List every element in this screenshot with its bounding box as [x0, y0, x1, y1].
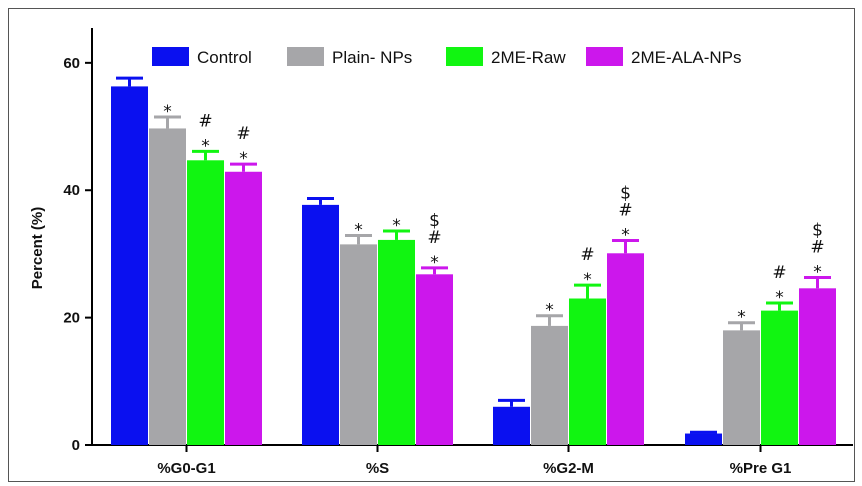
- legend-label: 2ME-ALA-NPs: [631, 48, 742, 67]
- bar: [607, 253, 644, 445]
- significance-marker: *: [545, 301, 554, 321]
- y-tick-label: 0: [72, 437, 80, 454]
- significance-marker: *: [813, 262, 822, 282]
- x-tick-label: %G0-G1: [157, 460, 215, 477]
- significance-marker: *: [737, 308, 746, 328]
- significance-marker: #: [198, 111, 212, 131]
- bar: [685, 433, 722, 445]
- significance-marker: *: [163, 102, 172, 122]
- legend-label: 2ME-Raw: [491, 48, 566, 67]
- y-tick-label: 20: [63, 310, 80, 327]
- significance-marker: #: [236, 124, 250, 144]
- x-tick-label: %S: [366, 460, 389, 477]
- significance-marker: *: [392, 216, 401, 236]
- significance-marker: #: [772, 263, 786, 283]
- bar: [761, 310, 798, 445]
- significance-marker: $: [429, 211, 440, 231]
- bar: [378, 239, 415, 445]
- legend-swatch: [287, 47, 324, 66]
- significance-marker: *: [201, 136, 210, 156]
- bar: [302, 204, 339, 445]
- bar: [569, 298, 606, 445]
- significance-marker: *: [430, 253, 439, 273]
- significance-marker: *: [354, 220, 363, 240]
- significance-marker: #: [427, 228, 441, 248]
- significance-marker: #: [810, 237, 824, 257]
- significance-marker: *: [621, 226, 630, 246]
- legend-swatch: [446, 47, 483, 66]
- bar: [111, 86, 148, 446]
- y-tick-label: 40: [63, 182, 80, 199]
- bar: [723, 330, 760, 445]
- legend-label: Control: [197, 48, 252, 67]
- significance-marker: *: [239, 149, 248, 169]
- significance-marker: $: [620, 184, 631, 204]
- x-tick-label: %Pre G1: [730, 460, 792, 477]
- legend-label: Plain- NPs: [332, 48, 412, 67]
- legend-swatch: [586, 47, 623, 66]
- bar: [531, 325, 568, 445]
- significance-marker: *: [775, 288, 784, 308]
- legend-swatch: [152, 47, 189, 66]
- y-axis-label: Percent (%): [29, 207, 46, 290]
- bar-marks: *** **#**#*#*#*#$*#$*#$: [111, 76, 836, 446]
- x-tick-label: %G2-M: [543, 460, 594, 477]
- significance-marker: #: [618, 201, 632, 221]
- significance-marker: *: [583, 270, 592, 290]
- y-tick-label: 60: [63, 55, 80, 72]
- bar: [187, 160, 224, 445]
- legend: Control Plain- NPs 2ME-Raw 2ME-ALA-NPs: [152, 47, 742, 67]
- bar: [416, 274, 453, 445]
- bar: [493, 406, 530, 445]
- bar: [799, 288, 836, 445]
- bar: [149, 128, 186, 446]
- significance-marker: $: [812, 220, 823, 240]
- bar: [225, 171, 262, 445]
- significance-marker: #: [580, 245, 594, 265]
- bar: [340, 244, 377, 445]
